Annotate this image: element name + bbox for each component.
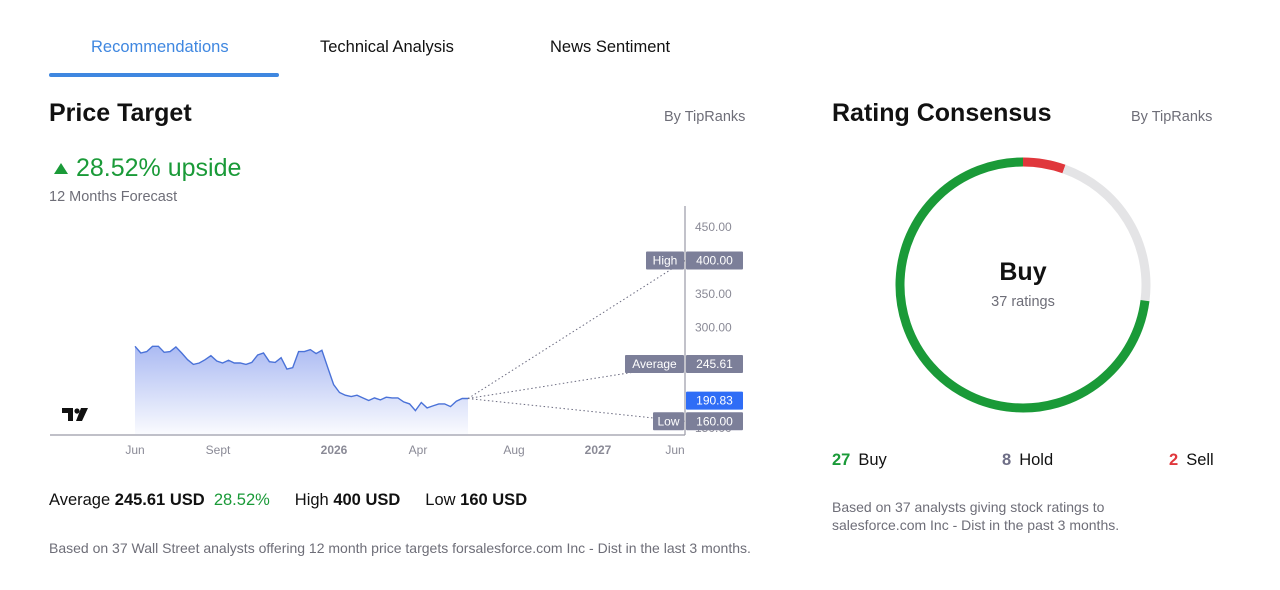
sell-segment — [1022, 157, 1066, 174]
x-tick-label: Sept — [206, 443, 231, 457]
buy-segment — [895, 157, 1150, 413]
price-target-title: Price Target — [49, 99, 192, 127]
sell-count-label: Sell — [1186, 451, 1214, 469]
buy-count-label: Buy — [858, 451, 887, 469]
forecast-label: 12 Months Forecast — [49, 189, 178, 205]
target-low-name: Low — [657, 414, 679, 428]
low-label: Low — [425, 491, 456, 509]
target-average-name-box — [625, 354, 684, 373]
upside-indicator: 28.52% upside — [54, 154, 241, 183]
x-tick-label: Jun — [665, 443, 684, 457]
price-target-summary: Average 245.61 USD 28.52% High 400 USD L… — [49, 491, 527, 510]
average-label: Average — [49, 491, 111, 509]
hold-count: 8 Hold — [1002, 451, 1053, 470]
consensus-rating: Buy — [999, 258, 1047, 286]
low-value: 160 USD — [460, 491, 528, 509]
y-tick-label: 450.00 — [695, 220, 732, 234]
target-high-value: 400.00 — [696, 254, 733, 268]
forecast-line-high — [467, 260, 686, 399]
price-target-source: By TipRanks — [664, 109, 746, 125]
average-upside-pct: 28.52% — [213, 491, 270, 509]
rating-consensus-source: By TipRanks — [1131, 109, 1213, 125]
price-target-note: Based on 37 Wall Street analysts offerin… — [49, 540, 751, 556]
arrow-up-icon — [54, 163, 68, 174]
average-value: 245.61 USD — [114, 491, 205, 509]
target-high-value-box — [686, 251, 743, 270]
target-high-name: High — [653, 254, 678, 268]
y-tick-label: 300.00 — [695, 321, 732, 335]
price-history-line — [134, 345, 468, 412]
forecast-line-average — [467, 363, 686, 400]
consensus-total: 37 ratings — [991, 294, 1055, 310]
rating-consensus-title: Rating Consensus — [832, 99, 1052, 127]
y-tick-label: 350.00 — [695, 287, 732, 301]
high-value: 400 USD — [333, 491, 401, 509]
high-label: High — [294, 491, 329, 509]
rating-donut-chart — [895, 157, 1151, 413]
rating-consensus-note: Based on 37 analysts giving stock rating… — [832, 499, 1120, 533]
hold-segment — [1062, 164, 1151, 302]
target-low-value: 160.00 — [696, 414, 733, 428]
tab-recommendations[interactable]: Recommendations — [91, 38, 229, 56]
active-tab-indicator — [49, 73, 279, 77]
tradingview-logo — [62, 408, 88, 421]
tab-bar: Recommendations Technical Analysis News … — [49, 30, 749, 80]
target-average-name: Average — [632, 357, 677, 371]
tab-technical-analysis[interactable]: Technical Analysis — [320, 38, 454, 56]
price-history-area — [135, 346, 468, 435]
upside-value: 28.52% upside — [76, 154, 242, 182]
x-tick-label: 2027 — [585, 443, 612, 457]
current-price-value: 190.83 — [696, 394, 733, 408]
x-tick-label: Jun — [125, 443, 144, 457]
buy-count-value: 27 — [832, 451, 851, 469]
x-tick-label: Apr — [409, 443, 428, 457]
current-price-value-box — [686, 391, 743, 410]
target-average-value: 245.61 — [696, 357, 733, 371]
sell-count-value: 2 — [1169, 451, 1179, 469]
x-tick-label: 2026 — [321, 443, 348, 457]
hold-count-label: Hold — [1019, 451, 1054, 469]
price-target-chart: 450.00350.00300.00150.00JunSept2026AprAu… — [50, 206, 743, 457]
buy-count: 27 Buy — [832, 451, 887, 470]
target-low-name-box — [653, 412, 684, 431]
target-average-value-box — [686, 354, 743, 373]
forecast-line-low — [467, 398, 686, 422]
target-high-name-box — [646, 251, 684, 270]
x-tick-label: Aug — [503, 443, 524, 457]
target-low-value-box — [686, 412, 743, 431]
sell-count: 2 Sell — [1169, 451, 1214, 470]
hold-count-value: 8 — [1002, 451, 1012, 469]
tab-news-sentiment[interactable]: News Sentiment — [550, 38, 671, 56]
